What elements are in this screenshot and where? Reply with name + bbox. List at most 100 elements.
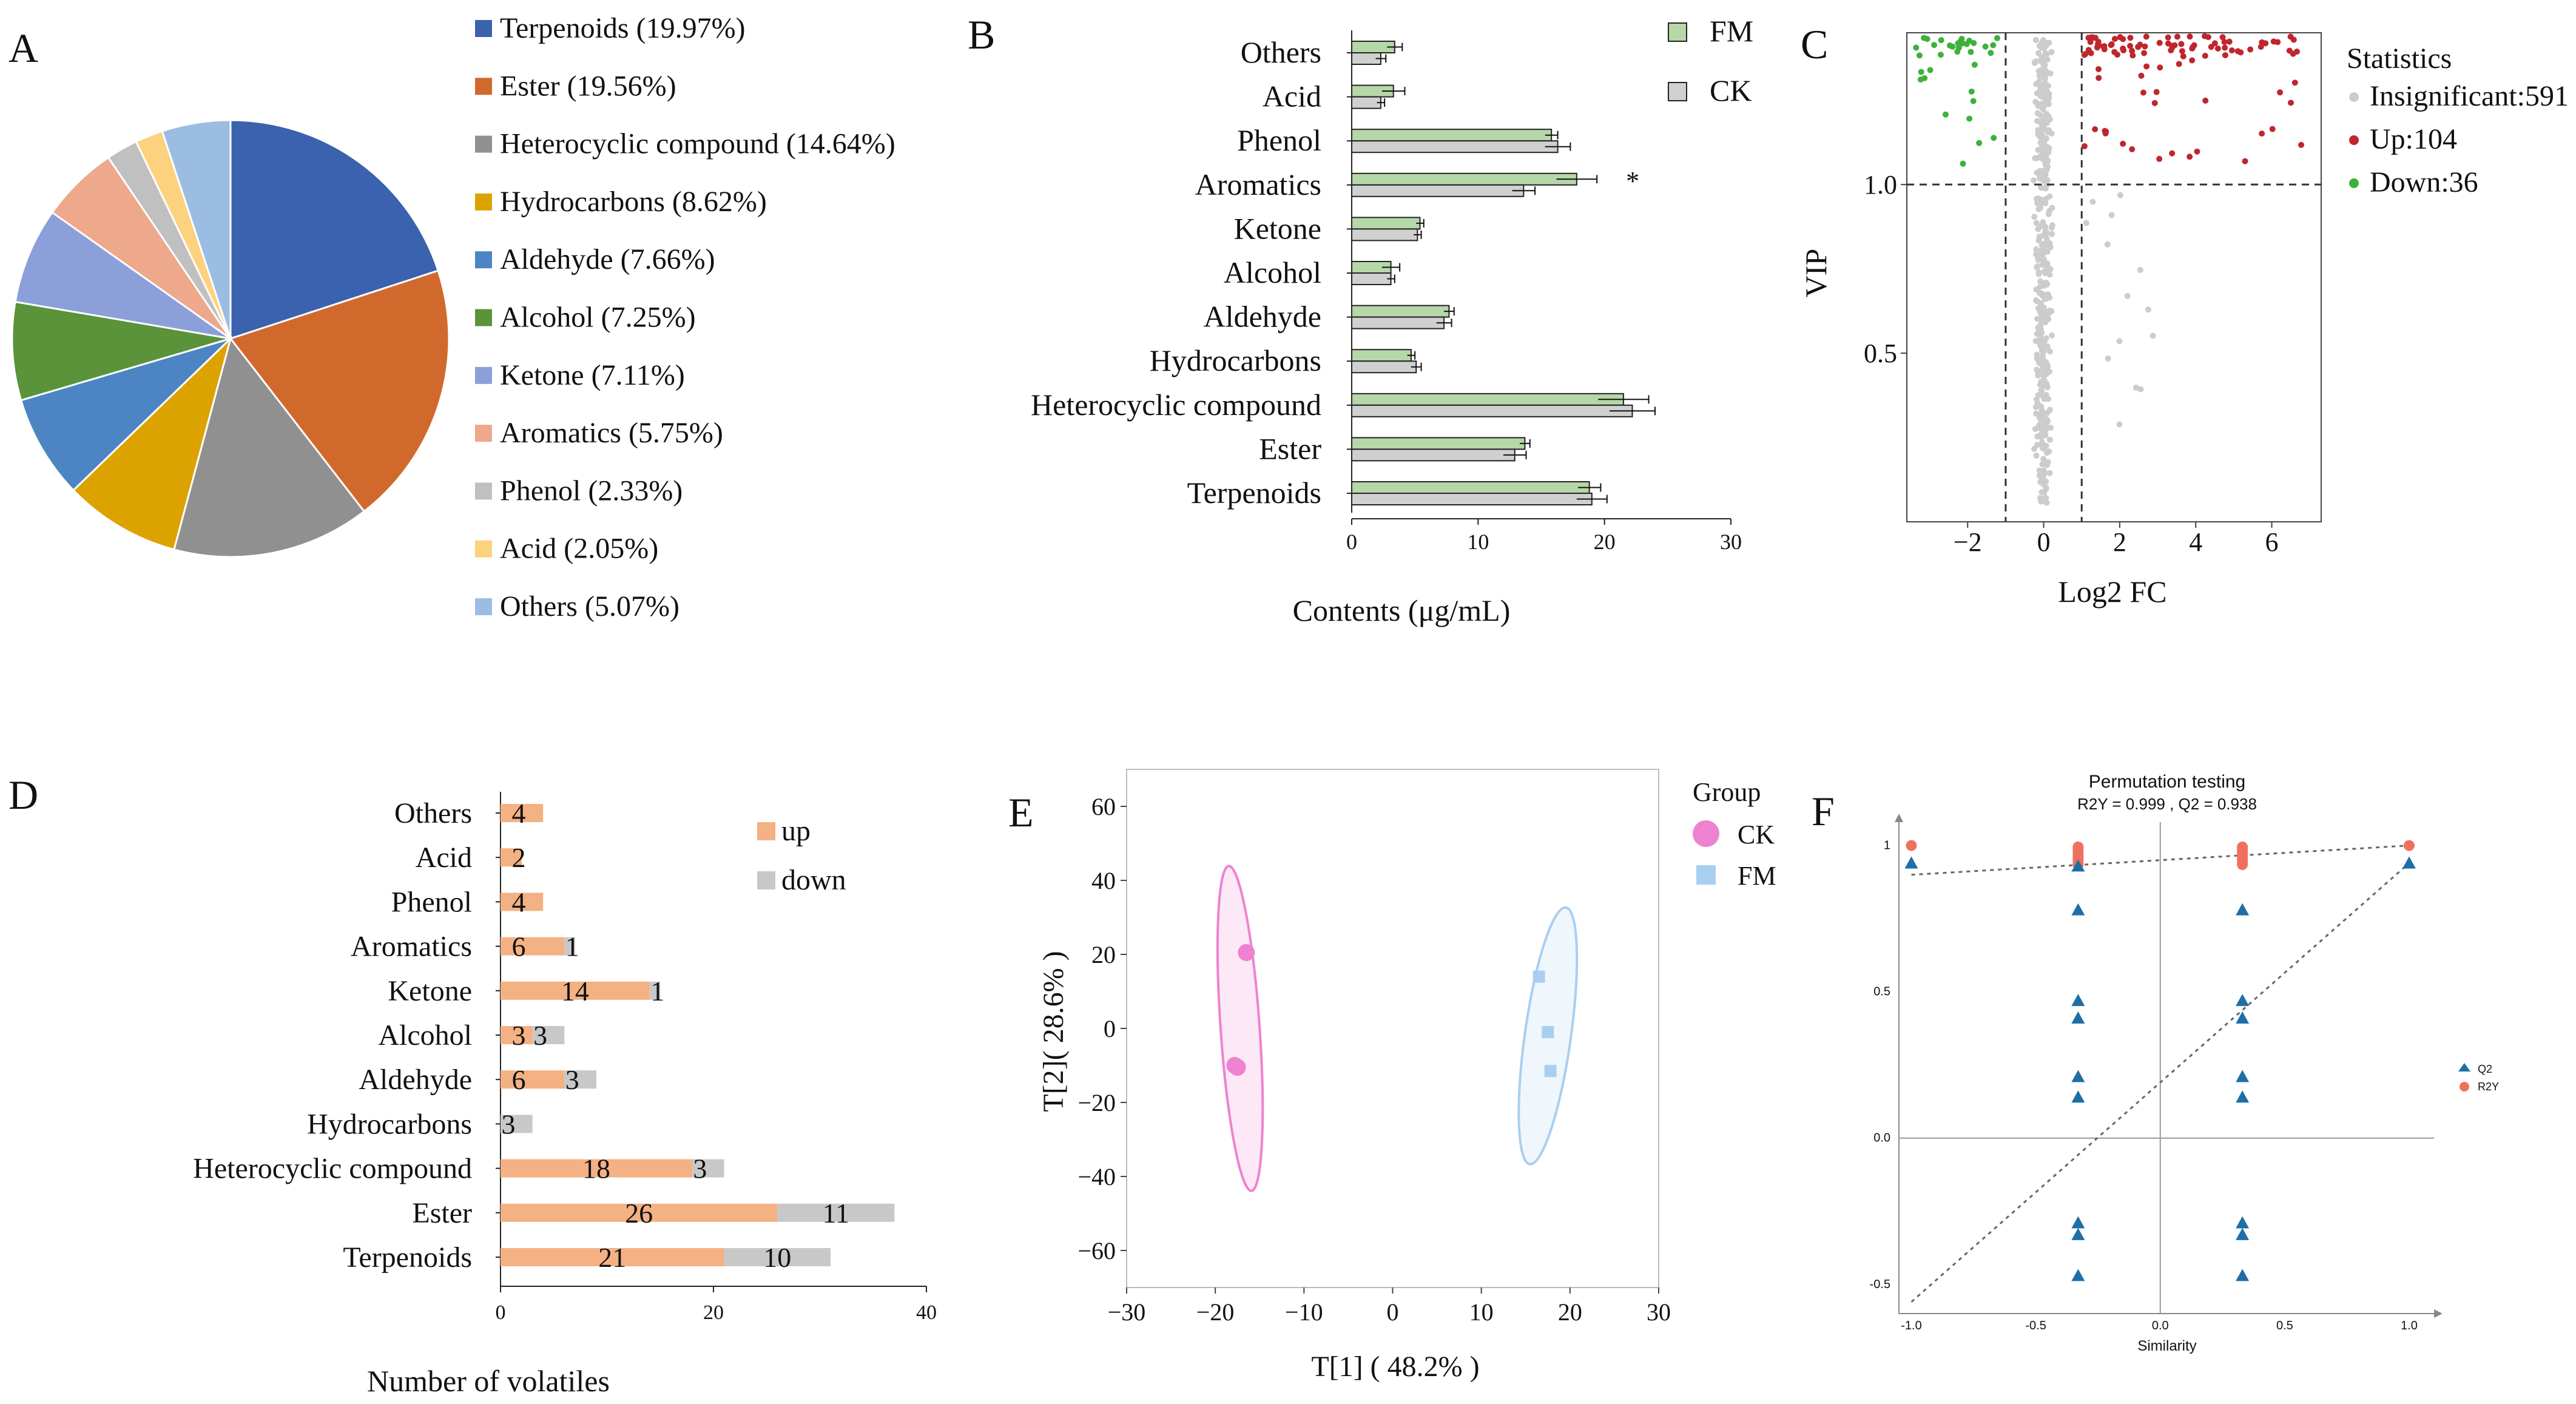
e-x-tick-label: −20 xyxy=(1196,1298,1235,1326)
volcano-point-insignificant xyxy=(2040,373,2047,380)
b-bar-ck-acid xyxy=(1351,96,1381,109)
volcano-point-up xyxy=(2156,39,2163,46)
volcano-point-insignificant xyxy=(2040,481,2047,488)
volcano-point-insignificant xyxy=(2033,81,2040,87)
volcano-point-insignificant xyxy=(2039,292,2046,299)
volcano-point-insignificant xyxy=(2108,212,2115,218)
pie-slice-ester xyxy=(229,269,450,513)
volcano-point-insignificant xyxy=(2037,278,2044,285)
legend-swatch-aldehyde xyxy=(475,251,492,269)
volcano-point-down xyxy=(1938,37,1944,44)
f-point-q2 xyxy=(2071,1011,2085,1024)
d-value-label-down: 3 xyxy=(502,1109,516,1139)
volcano-point-insignificant xyxy=(2044,343,2051,350)
volcano-point-down xyxy=(1954,49,1961,55)
c-legend-label-down: Down:36 xyxy=(2370,166,2478,198)
f-x-axis-arrow xyxy=(2434,1309,2443,1318)
d-bar-down-terpenoids xyxy=(724,1248,831,1266)
f-point-q2 xyxy=(2236,1227,2250,1240)
pie-slice-alcohol xyxy=(11,300,231,402)
d-bar-up-ester xyxy=(501,1203,778,1222)
f-point-q2 xyxy=(2071,1070,2085,1082)
f-point-q2 xyxy=(2236,903,2250,916)
legend-swatch-hydrocarbons xyxy=(475,193,492,211)
volcano-point-insignificant xyxy=(2046,470,2053,476)
f-point-q2 xyxy=(2236,1216,2250,1229)
panel-label-c: C xyxy=(1801,21,1828,67)
f-point-r2y xyxy=(2403,840,2415,851)
volcano-point-up xyxy=(2247,46,2254,53)
d-value-label-up: 18 xyxy=(582,1153,610,1184)
f-point-q2 xyxy=(2071,1227,2085,1240)
volcano-point-down xyxy=(1976,140,1983,146)
volcano-point-up xyxy=(2179,48,2185,55)
volcano-point-insignificant xyxy=(2049,222,2055,229)
volcano-point-insignificant xyxy=(2149,332,2156,339)
b-category-label-ketone: Ketone xyxy=(1234,211,1321,245)
volcano-point-insignificant xyxy=(2040,178,2047,184)
c-x-tick-label: 2 xyxy=(2113,527,2126,557)
volcano-point-up xyxy=(2178,41,2185,47)
volcano-point-insignificant xyxy=(2044,410,2051,416)
legend-swatch-ketone xyxy=(475,366,492,384)
volcano-point-insignificant xyxy=(2035,50,2042,56)
volcano-point-up xyxy=(2187,154,2193,160)
f-y-tick-label: -0.5 xyxy=(1870,1278,1890,1291)
volcano-point-up xyxy=(2111,36,2118,42)
volcano-point-up xyxy=(2191,42,2197,49)
volcano-point-insignificant xyxy=(2037,283,2043,290)
volcano-point-up xyxy=(2102,130,2109,137)
legend-swatch-aromatics xyxy=(475,425,492,442)
volcano-point-down xyxy=(1968,88,1975,95)
volcano-point-down xyxy=(1937,52,1944,58)
volcano-point-insignificant xyxy=(2036,234,2043,240)
volcano-point-insignificant xyxy=(2040,135,2047,141)
d-bar-up-terpenoids xyxy=(501,1248,724,1266)
volcano-point-down xyxy=(1927,67,1934,73)
volcano-point-down xyxy=(1990,42,1997,49)
pie-slice-aldehyde xyxy=(19,337,232,492)
legend-label-terpenoids: Terpenoids (19.97%) xyxy=(500,12,746,44)
volcano-point-up xyxy=(2120,140,2126,147)
volcano-point-insignificant xyxy=(2038,419,2045,425)
d-bar-down-ketone xyxy=(649,981,661,1000)
volcano-point-up xyxy=(2219,34,2226,41)
d-bar-down-hydrocarbons xyxy=(501,1115,533,1133)
volcano-point-down xyxy=(1971,61,1978,68)
b-x-tick-label: 0 xyxy=(1346,530,1357,554)
volcano-point-insignificant xyxy=(2035,372,2042,379)
d-x-tick-label: 40 xyxy=(916,1301,937,1324)
f-point-q2 xyxy=(1904,856,1918,869)
pie-slice-ketone xyxy=(14,211,231,340)
volcano-point-up xyxy=(2290,50,2296,57)
e-x-tick-label: −10 xyxy=(1285,1298,1323,1326)
volcano-point-up xyxy=(2277,89,2284,96)
volcano-point-up xyxy=(2226,38,2233,45)
panel-label-b: B xyxy=(968,12,995,58)
e-legend-marker-fm xyxy=(1696,865,1716,885)
volcano-point-insignificant xyxy=(2036,73,2043,79)
volcano-point-insignificant xyxy=(2049,231,2055,237)
volcano-point-insignificant xyxy=(2043,422,2049,429)
c-x-tick-label: 4 xyxy=(2189,527,2202,557)
volcano-point-insignificant xyxy=(2037,431,2044,438)
b-bar-ck-terpenoids xyxy=(1351,493,1593,505)
volcano-point-insignificant xyxy=(2042,377,2048,384)
volcano-point-up xyxy=(2142,43,2148,50)
c-y-tick-label: 0.5 xyxy=(1864,339,1897,368)
e-y-axis-title: T[2]( 28.6% ) xyxy=(1037,951,1070,1112)
volcano-point-insignificant xyxy=(2043,450,2050,456)
volcano-point-down xyxy=(1931,42,1938,49)
b-category-label-acid: Acid xyxy=(1263,79,1321,113)
panel-label-a: A xyxy=(8,25,38,71)
d-category-label-heterocyclic-compound: Heterocyclic compound xyxy=(193,1153,472,1185)
f-point-r2y xyxy=(1906,840,1917,851)
legend-swatch-ester xyxy=(475,78,492,95)
f-point-q2 xyxy=(2071,903,2085,916)
c-x-tick-label: 6 xyxy=(2265,527,2279,557)
d-value-label-down: 3 xyxy=(693,1153,707,1184)
pie-slice-terpenoids xyxy=(229,119,440,340)
d-legend-swatch-up xyxy=(757,822,775,840)
d-bar-down-heterocyclic-compound xyxy=(692,1159,724,1178)
